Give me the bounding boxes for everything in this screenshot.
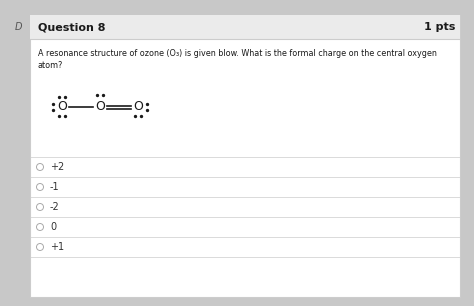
Bar	[30, 15, 460, 39]
Text: Question 8: Question 8	[38, 22, 106, 32]
Text: atom?: atom?	[38, 61, 64, 70]
Text: O: O	[95, 100, 105, 114]
Text: +1: +1	[50, 242, 64, 252]
Text: -2: -2	[50, 202, 60, 212]
Text: D: D	[14, 22, 22, 32]
Text: +2: +2	[50, 162, 64, 172]
Text: A resonance structure of ozone (O₃) is given blow. What is the formal charge on : A resonance structure of ozone (O₃) is g…	[38, 49, 437, 58]
Text: O: O	[57, 100, 67, 114]
Text: O: O	[133, 100, 143, 114]
Text: 0: 0	[50, 222, 56, 232]
Text: 1 pts: 1 pts	[424, 22, 455, 32]
Text: -1: -1	[50, 182, 60, 192]
